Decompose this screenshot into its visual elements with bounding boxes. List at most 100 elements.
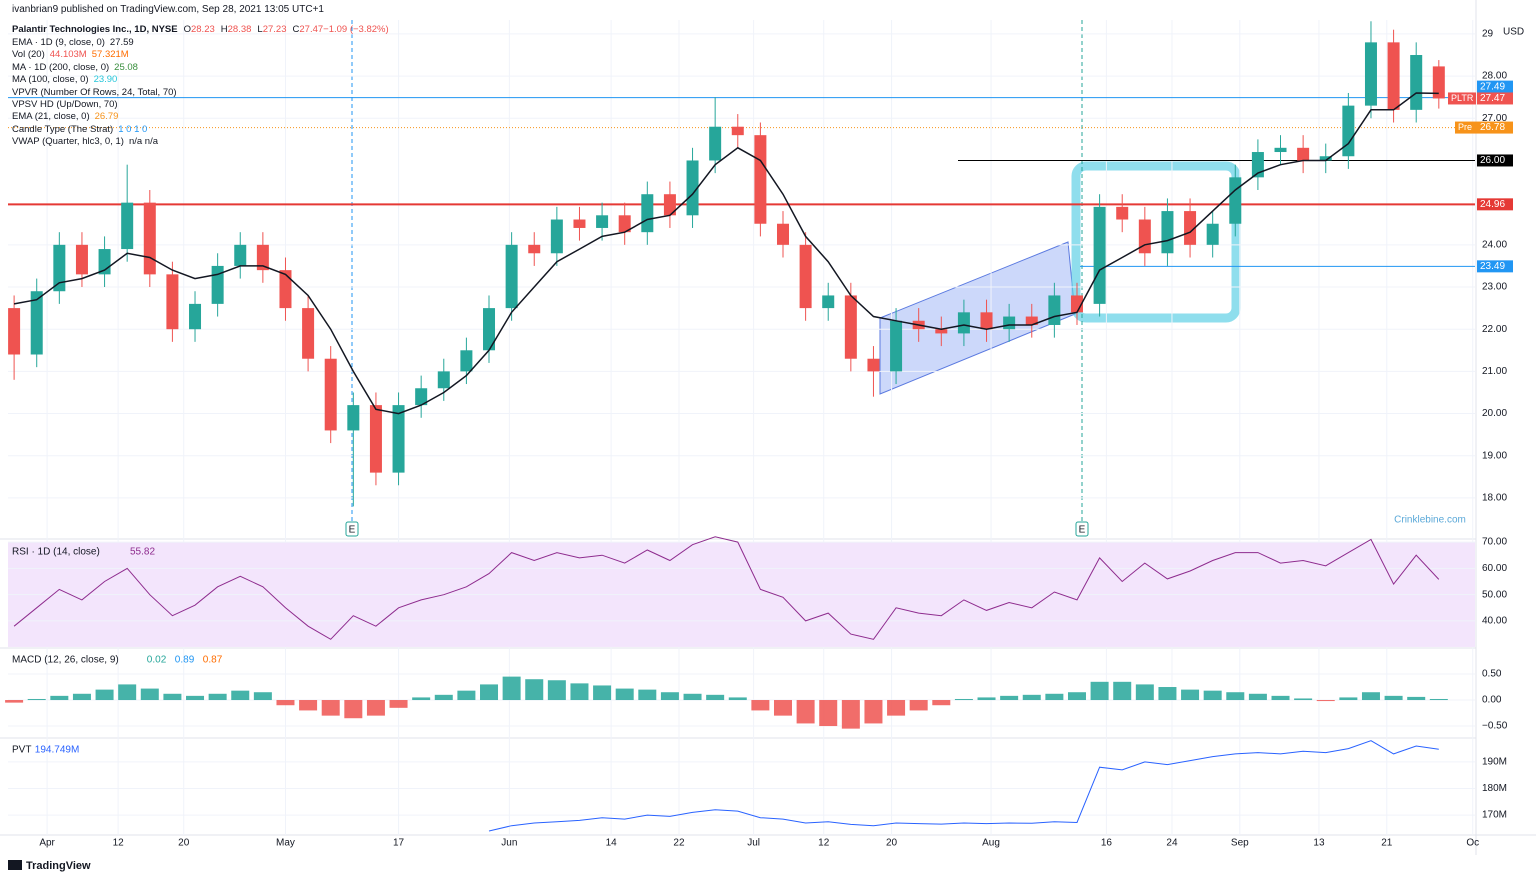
indicator-name: Candle Type (The Strat) (12, 123, 114, 135)
histogram-bar (525, 679, 544, 701)
indicator-name: EMA (21, close, 0) (12, 111, 90, 123)
x-tick-label: Oc (1466, 838, 1479, 849)
candle-body (1229, 177, 1242, 224)
candle-body (1184, 211, 1197, 245)
candle-body (686, 160, 699, 216)
x-tick-label: Aug (982, 838, 1000, 849)
y-tick-label: 60.00 (1482, 563, 1507, 574)
indicator-legend: MA (100, close, 0) 23.90 (12, 74, 117, 86)
y-tick-label: 170M (1482, 810, 1507, 821)
candle-body (75, 244, 88, 275)
watermark: Crinklebine.com (1394, 515, 1466, 526)
histogram-bar (1316, 700, 1335, 702)
y-tick-label: 18.00 (1482, 493, 1507, 504)
y-tick-label: 190M (1482, 757, 1507, 768)
histogram-bar (1113, 681, 1132, 701)
indicator-legend: VPSV HD (Up/Down, 70) (12, 99, 118, 111)
indicator-name: EMA · 1D (9, close, 0) (12, 37, 105, 48)
indicator-name: MA · 1D (200, close, 0) (12, 61, 110, 73)
price-label: 27.47 (1480, 93, 1505, 104)
indicator-value: 44.103M (49, 49, 87, 61)
indicator-line (488, 740, 1439, 832)
x-tick-label: 12 (818, 838, 830, 849)
quote-part: H (220, 24, 228, 35)
candle-body (1116, 206, 1129, 220)
y-tick-label: 27.00 (1482, 113, 1507, 124)
histogram-bar (1384, 695, 1403, 701)
quote-part: 27.47 (299, 24, 324, 35)
candle-body (30, 291, 43, 355)
histogram-bar (547, 680, 566, 701)
histogram-bar (1429, 698, 1448, 701)
candle-body (1342, 105, 1355, 157)
y-tick-label: 20.00 (1482, 408, 1507, 419)
histogram-bar (751, 700, 770, 711)
price-label-box (1477, 198, 1513, 211)
histogram-bar (638, 689, 657, 701)
x-tick-label: 21 (1381, 838, 1393, 849)
indicator-legend: Candle Type (The Strat) 1 0 1 0 (12, 124, 147, 136)
candle-body (550, 219, 563, 254)
published: ivanbrian9 published on TradingView.com,… (12, 4, 324, 15)
histogram-bar (977, 697, 996, 701)
x-tick-label: Jul (747, 838, 760, 849)
price-label-box (1477, 121, 1513, 134)
histogram-bar (954, 698, 973, 701)
histogram-bar (50, 695, 69, 701)
candle-body (1161, 211, 1174, 254)
y-tick-label: 29 (1482, 29, 1494, 40)
price-label-box (1477, 260, 1513, 273)
candle-body (1138, 219, 1151, 254)
histogram-bar (1203, 690, 1222, 701)
y-tick-label: 0.50 (1482, 669, 1502, 680)
footer: TradingView (26, 860, 91, 872)
candle-body (392, 405, 405, 473)
quote-part: 28.23 (190, 24, 215, 35)
histogram-bar (5, 700, 24, 703)
y-tick-label: 23.00 (1482, 282, 1507, 293)
candle-body (8, 308, 21, 355)
candle-body (641, 194, 654, 233)
pane-title: RSI · 1D (14, close) (12, 547, 100, 558)
histogram-bar (95, 689, 114, 701)
candle-body (189, 303, 202, 330)
histogram-bar (887, 700, 906, 716)
histogram-bar (1407, 696, 1426, 701)
candle-body (596, 215, 609, 228)
pane-title: MACD (12, 26, close, 9) (12, 655, 119, 666)
earnings-text: E (349, 525, 356, 536)
candle-body (618, 215, 631, 233)
candle-body (776, 223, 789, 245)
y-tick-label: 0.00 (1482, 695, 1502, 706)
histogram-bar (570, 683, 589, 701)
histogram-bar (932, 700, 951, 706)
histogram-bar (909, 700, 928, 711)
histogram-bar (864, 700, 883, 724)
histogram-bar (457, 690, 476, 701)
histogram-bar (321, 700, 340, 716)
y-tick-label: −0.50 (1482, 721, 1508, 732)
candle-body (1048, 295, 1061, 325)
indicator-name: VWAP (Quarter, hlc3, 0, 1) (12, 136, 124, 148)
candle-body (1093, 206, 1106, 304)
histogram-bar (796, 700, 815, 724)
x-tick-label: 22 (673, 838, 685, 849)
indicator-name: VPVR (Number Of Rows, 24, Total, 70) (12, 86, 177, 98)
candle-body (234, 244, 247, 266)
indicator-value: n/a n/a (128, 136, 158, 148)
histogram-bar (366, 700, 385, 716)
candle-body (279, 270, 292, 309)
candle-body (1251, 152, 1264, 178)
indicator-legend: EMA (21, close, 0) 26.79 (12, 111, 118, 123)
histogram-bar (1045, 693, 1064, 701)
candle-body (369, 405, 382, 473)
candle-body (1364, 42, 1377, 106)
quote-part: 27.23 (262, 24, 287, 35)
histogram-bar (1181, 689, 1200, 701)
histogram-bar (593, 685, 612, 701)
x-tick-label: 20 (178, 838, 190, 849)
pane-title: PVT (12, 745, 31, 756)
histogram-bar (434, 694, 453, 701)
histogram-bar (412, 697, 431, 701)
candle-body (844, 295, 857, 359)
